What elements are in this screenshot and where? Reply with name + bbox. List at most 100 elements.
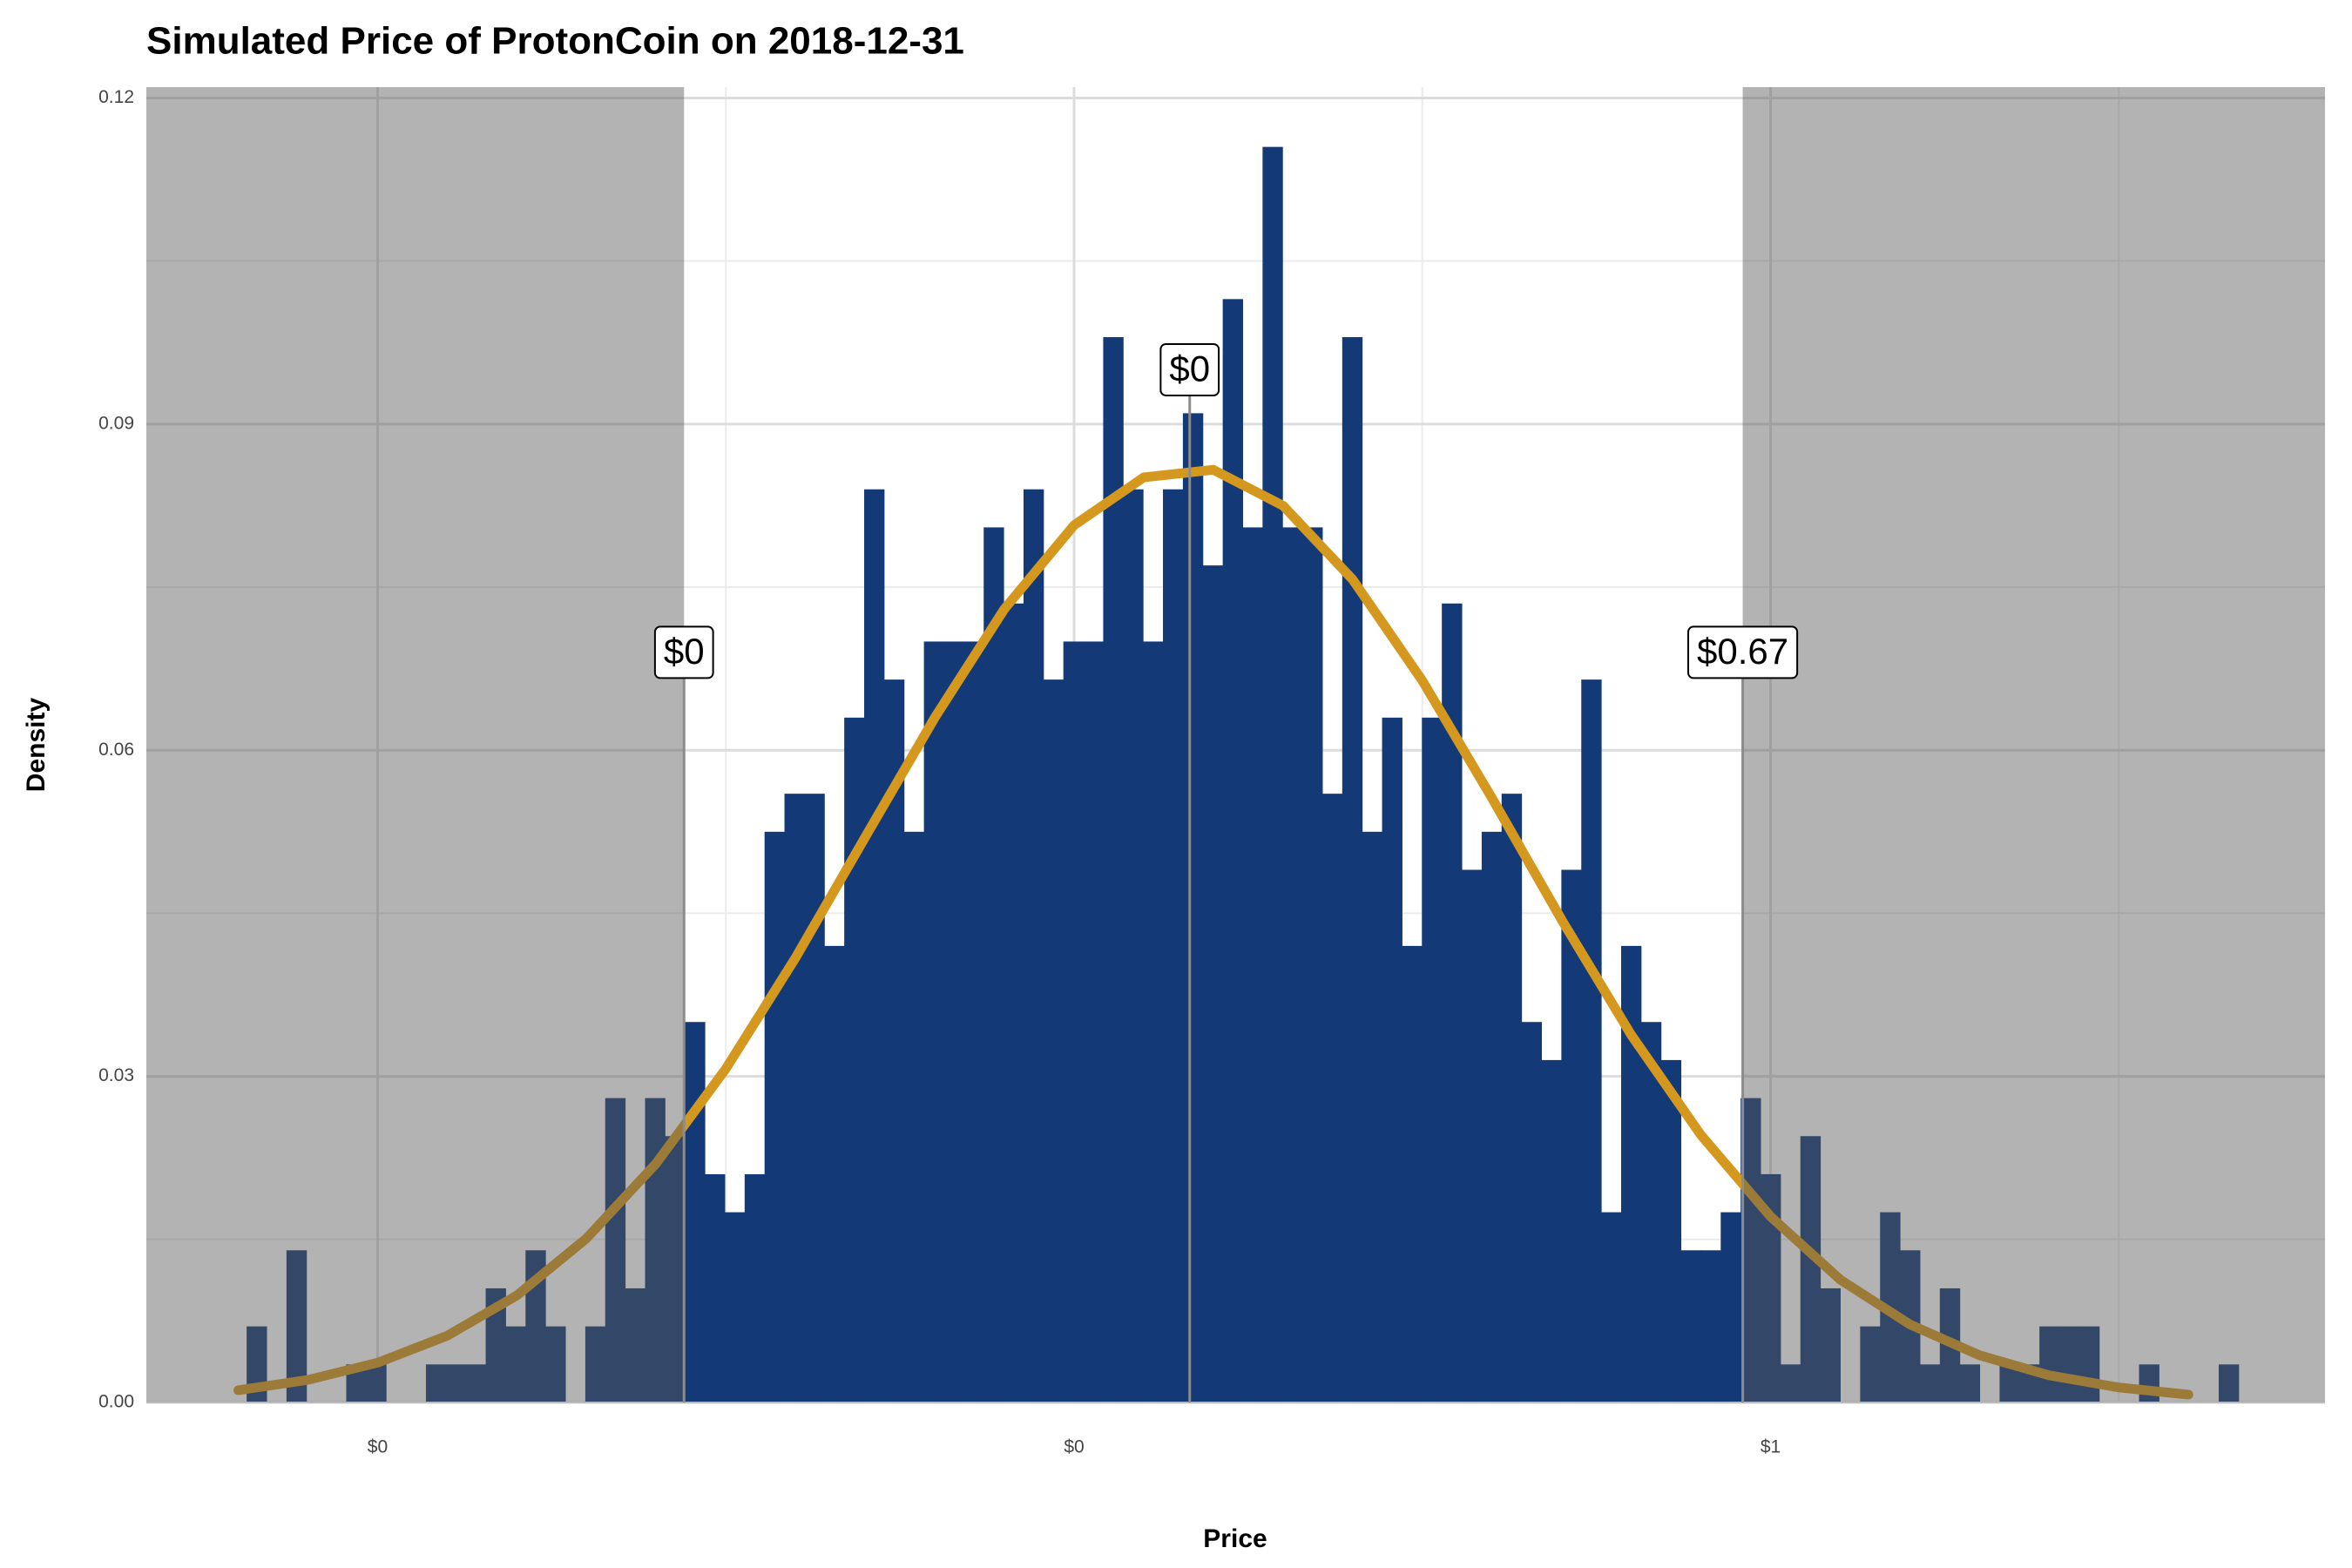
bar	[1382, 717, 1402, 1402]
bar	[1660, 1059, 1682, 1402]
bar	[1023, 489, 1044, 1402]
bar	[724, 1212, 746, 1402]
bar	[625, 1288, 645, 1402]
bar	[665, 1136, 686, 1402]
bar	[943, 641, 964, 1402]
bar	[1182, 413, 1204, 1403]
bar	[1601, 1212, 1622, 1402]
bar	[1700, 1250, 1721, 1402]
bar	[705, 1173, 726, 1402]
bar	[744, 1173, 766, 1402]
bar	[784, 794, 805, 1402]
x-axis-title: Price	[1203, 1524, 1267, 1553]
bar	[1342, 337, 1363, 1402]
bar	[1402, 945, 1423, 1402]
bar	[1680, 1250, 1701, 1402]
bar	[485, 1288, 506, 1402]
bar	[1820, 1288, 1842, 1402]
bar	[963, 641, 984, 1402]
bar	[1143, 641, 1164, 1402]
x-tick-label: $0	[1064, 1437, 1084, 1457]
bar	[1561, 869, 1582, 1402]
bar	[844, 717, 865, 1402]
bar	[465, 1364, 487, 1402]
annotation-label: $0	[664, 631, 705, 672]
shaded-region	[146, 87, 685, 1402]
annotation-box	[1687, 625, 1799, 679]
bar	[1004, 603, 1024, 1402]
y-tick-label: 0.12	[98, 87, 134, 107]
bar	[1581, 679, 1602, 1402]
annotation-label: $0	[1169, 348, 1210, 389]
bar	[1462, 869, 1483, 1402]
density-curve	[233, 464, 2193, 1400]
bar	[545, 1326, 566, 1402]
bar	[1262, 146, 1283, 1403]
bar	[685, 1022, 706, 1402]
annotation: $0	[653, 625, 714, 679]
y-axis-title: Density	[22, 698, 51, 793]
bar	[2218, 1364, 2240, 1402]
bar	[1063, 641, 1085, 1402]
bar	[1083, 641, 1104, 1402]
bar	[903, 831, 925, 1402]
bar	[1422, 717, 1443, 1402]
bar	[505, 1326, 526, 1402]
bar	[1202, 565, 1224, 1402]
annotation: $0.67	[1687, 625, 1799, 679]
bar	[366, 1364, 387, 1402]
bar	[1640, 1022, 1662, 1402]
bar	[1521, 1022, 1543, 1402]
y-tick-label: 0.00	[98, 1392, 134, 1412]
chart-title: Simulated Price of ProtonCoin on 2018-12…	[146, 20, 964, 63]
bar	[804, 794, 825, 1402]
bar	[1501, 794, 1523, 1402]
bar	[605, 1098, 626, 1402]
annotation-label: $0.67	[1697, 631, 1788, 672]
bar	[824, 945, 845, 1402]
bar	[983, 527, 1004, 1402]
bar	[864, 489, 885, 1402]
bar	[1780, 1364, 1801, 1402]
bar	[764, 831, 786, 1402]
bar	[2039, 1326, 2060, 1402]
x-tick-label: $0	[368, 1437, 388, 1457]
bar	[1720, 1212, 1741, 1402]
bar	[1959, 1364, 1981, 1402]
bar	[1541, 1059, 1562, 1402]
bar	[1123, 489, 1144, 1402]
bar	[1163, 489, 1184, 1402]
bar	[1282, 527, 1303, 1402]
shaded-region	[1742, 87, 2325, 1402]
bar	[1740, 1098, 1761, 1402]
bar	[1321, 794, 1343, 1402]
annotation: $0	[1159, 342, 1220, 396]
bar	[425, 1364, 447, 1402]
bar	[1362, 831, 1383, 1402]
bar	[1919, 1364, 1941, 1402]
y-tick-label: 0.09	[98, 413, 134, 433]
bar	[1302, 527, 1323, 1402]
bar	[445, 1364, 467, 1402]
bar	[1620, 945, 1642, 1402]
y-tick-label: 0.03	[98, 1065, 134, 1085]
bar	[1860, 1326, 1881, 1402]
bar	[1761, 1173, 1781, 1402]
bar	[1999, 1364, 2020, 1402]
bar	[585, 1326, 606, 1402]
bar	[1481, 831, 1503, 1402]
bar	[1043, 679, 1064, 1402]
bar	[923, 641, 944, 1402]
annotation-box	[1159, 342, 1220, 396]
bar	[1103, 337, 1124, 1402]
x-tick-label: $1	[1761, 1437, 1781, 1457]
bar	[1222, 299, 1243, 1402]
bar	[883, 679, 905, 1402]
bar	[1800, 1136, 1821, 1402]
bar	[1442, 603, 1463, 1402]
bar	[1242, 527, 1263, 1402]
annotation-box	[653, 625, 714, 679]
bar	[286, 1250, 308, 1402]
y-tick-label: 0.06	[98, 740, 134, 760]
